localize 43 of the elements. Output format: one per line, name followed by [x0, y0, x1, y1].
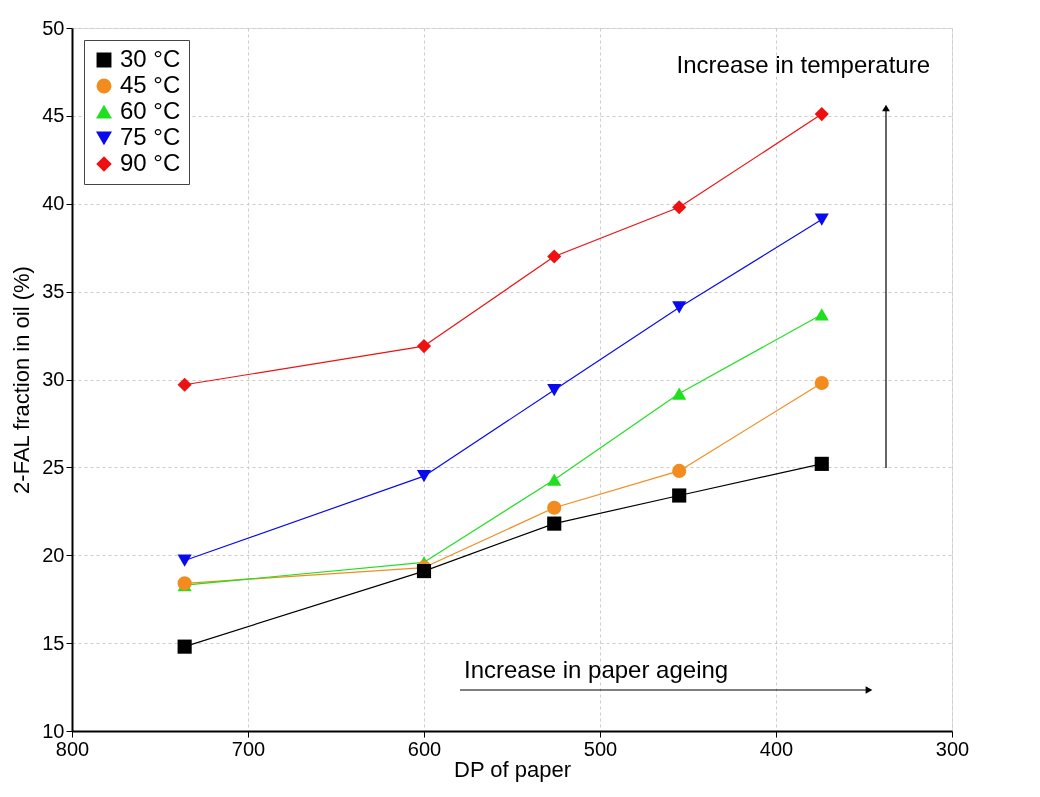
point — [177, 377, 192, 392]
point — [547, 500, 562, 515]
point — [547, 383, 562, 397]
y-tick-label: 15 — [42, 631, 65, 654]
y-axis-title: 2-FAL fraction in oil (%) — [9, 266, 35, 494]
y-tick-label: 45 — [42, 104, 65, 127]
point — [547, 249, 562, 264]
point — [416, 564, 432, 579]
legend-label: 75 °C — [120, 123, 181, 150]
legend-label: 45 °C — [120, 71, 181, 98]
x-axis-title: DP of paper — [453, 756, 572, 782]
point — [672, 200, 687, 215]
point — [177, 554, 192, 567]
annotation: Increase in temperature — [676, 51, 930, 78]
y-tick-label: 50 — [42, 16, 65, 39]
point — [416, 339, 432, 354]
legend-label: 90 °C — [120, 149, 181, 176]
point — [814, 308, 829, 321]
point — [672, 463, 687, 478]
point — [814, 375, 829, 391]
point — [672, 387, 687, 400]
y-tick-label: 35 — [42, 280, 65, 303]
point — [416, 470, 432, 483]
point — [814, 107, 829, 122]
y-tick-label: 20 — [42, 543, 65, 566]
x-tick-label: 500 — [583, 737, 618, 760]
y-tick-label: 30 — [42, 368, 65, 390]
point — [177, 639, 192, 654]
x-tick-label: 400 — [759, 737, 794, 760]
annotation: Increase in paper ageing — [464, 656, 729, 683]
x-tick-label: 600 — [407, 737, 442, 760]
legend-label: 60 °C — [120, 97, 181, 124]
point — [672, 301, 687, 314]
x-tick-label: 700 — [231, 737, 266, 760]
point — [814, 213, 829, 226]
y-tick-label: 25 — [42, 455, 65, 478]
point — [547, 473, 562, 486]
point — [814, 456, 829, 471]
y-tick-label: 40 — [42, 192, 65, 215]
legend-label: 30 °C — [120, 45, 181, 72]
x-tick-label: 300 — [935, 737, 970, 760]
point — [547, 516, 562, 531]
point — [672, 488, 687, 503]
